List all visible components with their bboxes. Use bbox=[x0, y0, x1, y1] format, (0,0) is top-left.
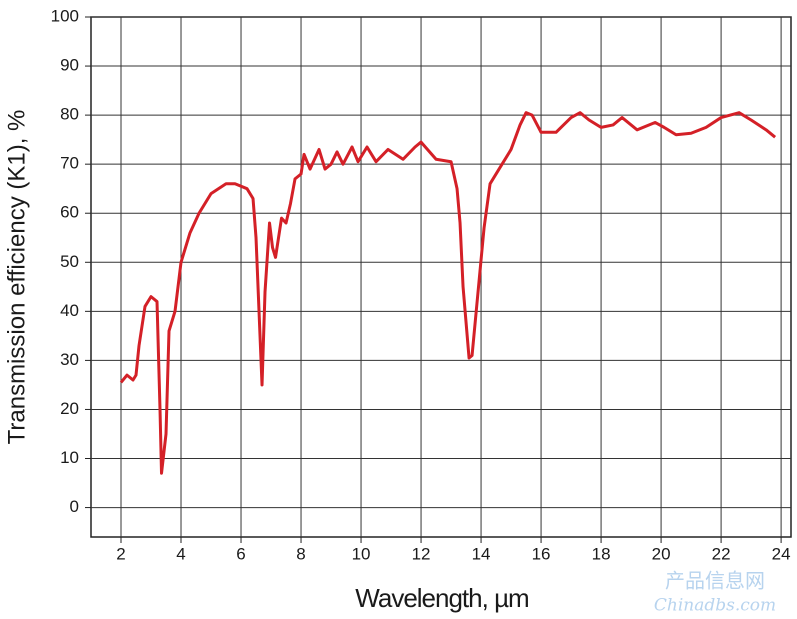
data-line bbox=[119, 111, 777, 475]
y-tick-label: 40 bbox=[60, 301, 79, 320]
x-tick-label: 10 bbox=[352, 544, 371, 563]
y-tick-label: 20 bbox=[60, 399, 79, 418]
x-tick-label: 22 bbox=[712, 544, 731, 563]
y-tick-label: 80 bbox=[60, 105, 79, 124]
x-tick-label: 6 bbox=[236, 544, 245, 563]
y-axis-label: Transmission efficiency (K1), % bbox=[3, 110, 30, 445]
x-tick-label: 20 bbox=[652, 544, 671, 563]
watermark: 产品信息网 bbox=[665, 569, 765, 593]
y-tick-label: 50 bbox=[60, 252, 79, 271]
watermark: Chinadbs.com bbox=[654, 596, 776, 616]
x-tick-label: 2 bbox=[116, 544, 125, 563]
x-tick-label: 24 bbox=[772, 544, 791, 563]
y-tick-label: 70 bbox=[60, 154, 79, 173]
y-tick-label: 0 bbox=[70, 497, 79, 516]
x-tick-label: 4 bbox=[176, 544, 185, 563]
x-tick-label: 8 bbox=[296, 544, 305, 563]
x-tick-label: 16 bbox=[532, 544, 551, 563]
x-tick-label: 14 bbox=[472, 544, 491, 563]
x-tick-label: 18 bbox=[592, 544, 611, 563]
x-axis-label: Wavelength, µm bbox=[355, 583, 528, 613]
y-tick-label: 90 bbox=[60, 56, 79, 75]
y-tick-label: 10 bbox=[60, 448, 79, 467]
x-tick-label: 12 bbox=[412, 544, 431, 563]
y-tick-label: 60 bbox=[60, 203, 79, 222]
y-tick-label: 100 bbox=[51, 6, 79, 25]
y-tick-label: 30 bbox=[60, 350, 79, 369]
